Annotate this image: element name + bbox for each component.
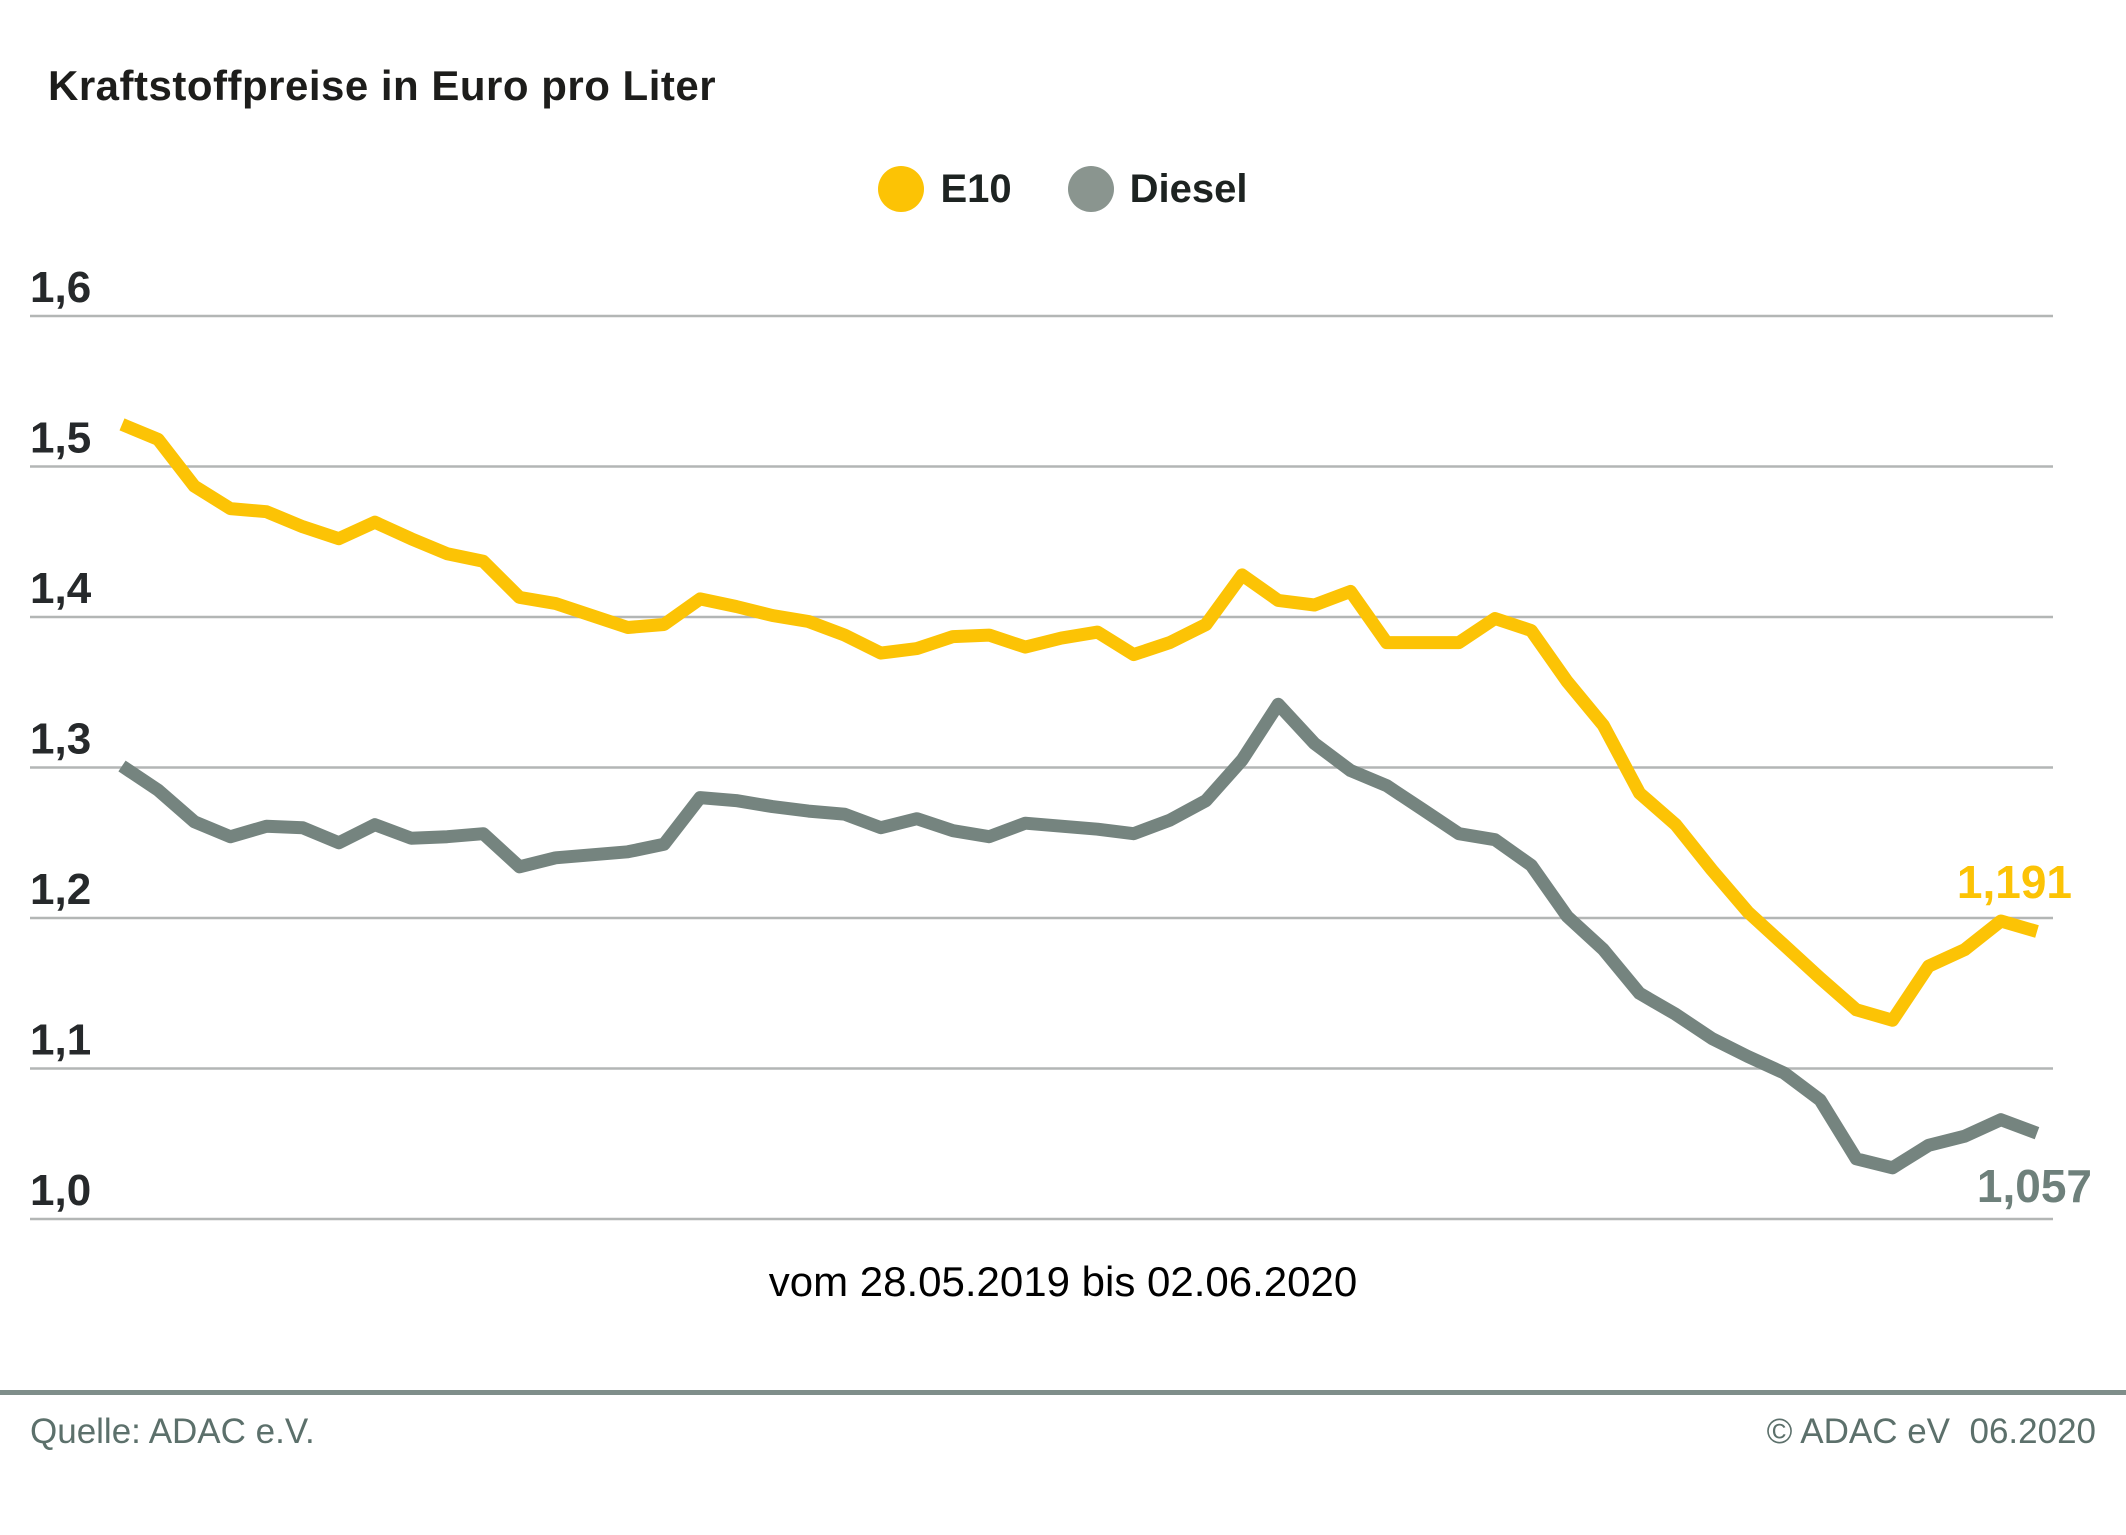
y-tick-label: 1,1 — [30, 1016, 91, 1065]
y-tick-label: 1,6 — [30, 263, 91, 312]
x-axis-caption: vom 28.05.2019 bis 02.06.2020 — [768, 1258, 1358, 1305]
y-tick-label: 1,0 — [30, 1166, 91, 1215]
chart-title: Kraftstoffpreise in Euro pro Liter — [48, 62, 717, 109]
diesel-legend-dot-icon — [1067, 166, 1114, 212]
copyright-text: © ADAC eV 06.2020 — [1766, 1412, 2096, 1451]
legend-item-e10: E10 — [878, 166, 1012, 212]
e10-line — [119, 418, 2039, 1027]
legend: E10 Diesel — [0, 166, 2126, 212]
diesel-line — [118, 697, 2040, 1175]
source-text: Quelle: ADAC e.V. — [30, 1412, 315, 1451]
diesel-end-value-label: 1,057 — [1977, 1160, 2092, 1212]
y-tick-label: 1,2 — [30, 865, 91, 914]
y-tick-label: 1,5 — [30, 414, 91, 463]
legend-item-diesel: Diesel — [1067, 166, 1248, 212]
footer-divider — [0, 1390, 2126, 1395]
legend-label-e10: E10 — [940, 166, 1012, 211]
e10-legend-dot-icon — [878, 166, 925, 212]
y-tick-label: 1,3 — [30, 715, 91, 764]
y-tick-label: 1,4 — [30, 564, 92, 613]
e10-end-value-label: 1,191 — [1957, 856, 2072, 908]
legend-label-diesel: Diesel — [1129, 166, 1248, 211]
